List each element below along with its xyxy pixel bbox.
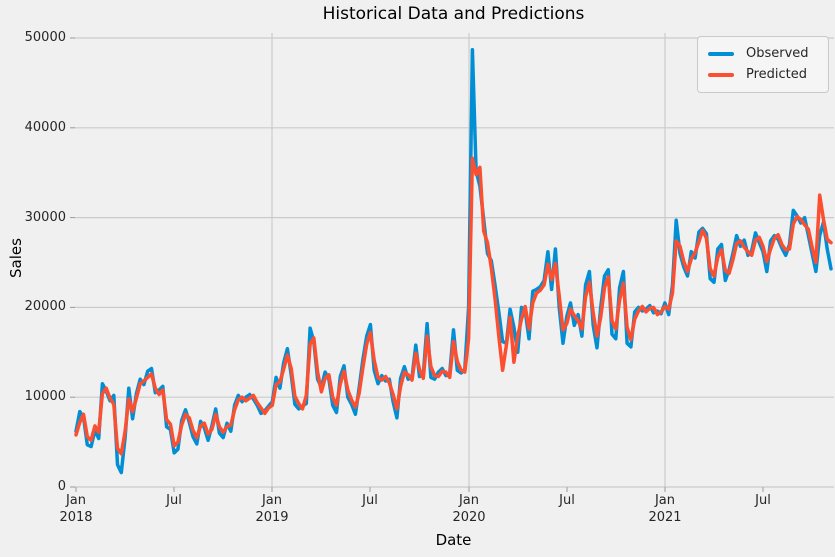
series-lines (74, 47, 833, 475)
y-tick-label: 30000 (24, 210, 66, 225)
legend-label: Observed (746, 46, 809, 61)
chart-title: Historical Data and Predictions (322, 4, 585, 24)
axis-ticks (70, 37, 764, 492)
x-tick-label: Jan 2018 (59, 493, 93, 525)
x-tick-label: Jul (362, 493, 378, 508)
y-tick-label: 0 (57, 479, 66, 494)
x-tick-label: Jan 2021 (648, 493, 682, 525)
predicted-line-swatch (708, 72, 734, 77)
y-tick-label: 40000 (24, 120, 66, 135)
y-tick-label: 20000 (24, 299, 66, 314)
x-tick-label: Jul (559, 493, 575, 508)
x-tick-label: Jan 2019 (255, 493, 289, 525)
y-tick-label: 10000 (24, 389, 66, 404)
x-axis-label: Date (435, 531, 472, 549)
y-axis-label: Sales (7, 238, 25, 278)
legend-item-predicted: Predicted (708, 64, 818, 85)
predicted-line (74, 156, 833, 456)
x-tick-label: Jul (755, 493, 771, 508)
legend: Observed Predicted (697, 36, 829, 93)
legend-item-observed: Observed (708, 43, 818, 64)
legend-label: Predicted (746, 67, 808, 82)
y-tick-label: 50000 (24, 30, 66, 45)
x-tick-label: Jul (166, 493, 182, 508)
x-tick-label: Jan 2020 (452, 493, 486, 525)
observed-line-swatch (708, 51, 734, 56)
y-gridlines (74, 37, 834, 488)
